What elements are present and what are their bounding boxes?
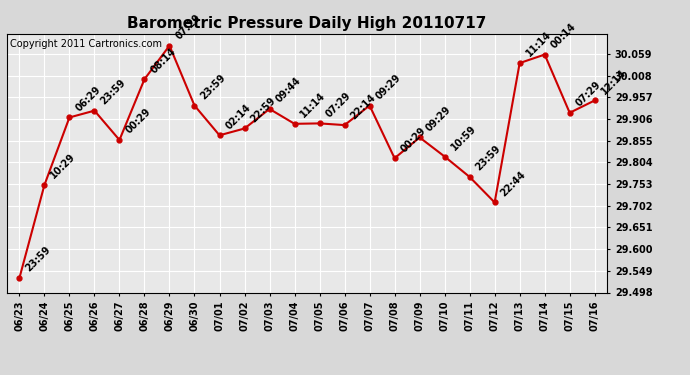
Text: 02:14: 02:14 (224, 102, 253, 131)
Text: 00:29: 00:29 (399, 125, 428, 154)
Text: 00:14: 00:14 (549, 21, 578, 50)
Text: 12:14: 12:14 (599, 67, 628, 96)
Text: 22:14: 22:14 (348, 92, 377, 121)
Text: 00:29: 00:29 (124, 107, 152, 136)
Text: 11:14: 11:14 (524, 30, 553, 59)
Text: 07:29: 07:29 (174, 12, 203, 42)
Text: 07:29: 07:29 (574, 80, 603, 109)
Text: 10:59: 10:59 (448, 123, 477, 152)
Title: Barometric Pressure Daily High 20110717: Barometric Pressure Daily High 20110717 (128, 16, 486, 31)
Text: 09:29: 09:29 (424, 104, 453, 133)
Text: 22:59: 22:59 (248, 95, 277, 124)
Text: 09:44: 09:44 (274, 76, 303, 105)
Text: Copyright 2011 Cartronics.com: Copyright 2011 Cartronics.com (10, 39, 162, 49)
Text: 06:29: 06:29 (74, 84, 103, 113)
Text: 23:59: 23:59 (99, 78, 128, 106)
Text: 07:29: 07:29 (324, 90, 353, 119)
Text: 11:14: 11:14 (299, 91, 328, 120)
Text: 22:44: 22:44 (499, 169, 528, 198)
Text: 10:29: 10:29 (48, 152, 77, 181)
Text: 23:59: 23:59 (23, 245, 52, 274)
Text: 23:59: 23:59 (474, 144, 503, 173)
Text: 23:59: 23:59 (199, 72, 228, 101)
Text: 09:29: 09:29 (374, 72, 403, 101)
Text: 08:14: 08:14 (148, 46, 178, 75)
